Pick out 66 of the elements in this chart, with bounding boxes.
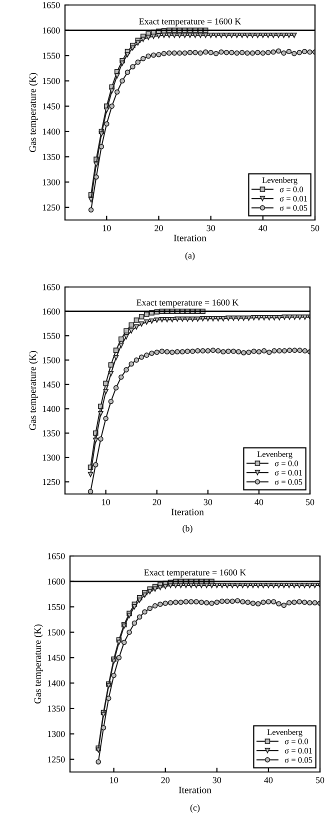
x-tick-label: 40 <box>254 499 264 506</box>
legend-title: Levenberg <box>267 729 302 737</box>
x-tick-label: 30 <box>206 225 216 232</box>
y-axis-title: Gas temperature (K) <box>29 72 38 152</box>
x-tick-label: 50 <box>306 499 314 506</box>
x-axis-title: Iteration <box>178 786 212 794</box>
x-tick-label: 10 <box>102 499 110 506</box>
legend-label: σ = 0.0 <box>284 738 308 744</box>
y-tick-label: 1500 <box>42 357 60 364</box>
y-tick-label: 1550 <box>48 604 65 610</box>
text: (b) <box>182 525 192 534</box>
legend-label: σ = 0.05 <box>284 757 312 763</box>
x-axis-title: Iteration <box>174 234 206 242</box>
x-tick-label: 40 <box>264 777 273 784</box>
y-tick-label: 1600 <box>42 308 60 315</box>
ref-line-label: Exact temperature = 1600 K <box>139 18 242 26</box>
y-tick-label: 1400 <box>42 406 60 412</box>
legend-label: σ = 0.0 <box>274 460 298 466</box>
y-tick-label: 1300 <box>42 454 60 461</box>
x-tick-label: 20 <box>152 499 162 506</box>
legend-label: σ = 0.01 <box>280 196 307 202</box>
y-tick-label: 1500 <box>48 629 65 636</box>
x-tick-label: 20 <box>154 225 163 232</box>
text: (c) <box>190 804 200 813</box>
y-tick-label: 1250 <box>48 756 65 763</box>
y-tick-label: 1450 <box>42 103 60 110</box>
y-tick-label: 1600 <box>48 578 65 585</box>
x-axis-title: Iteration <box>171 508 204 516</box>
y-tick-label: 1650 <box>48 553 65 560</box>
y-tick-label: 1250 <box>42 204 60 211</box>
x-tick-label: 40 <box>258 225 268 232</box>
legend-label: σ = 0.01 <box>274 470 302 476</box>
text: (a) <box>185 252 195 260</box>
legend-label: σ = 0.0 <box>280 186 304 192</box>
x-tick-label: 50 <box>316 777 324 784</box>
legend-label: σ = 0.05 <box>280 205 308 211</box>
legend-title: Levenberg <box>257 451 292 459</box>
x-tick-label: 20 <box>161 777 170 784</box>
y-tick-label: 1650 <box>42 2 60 8</box>
legend-label: σ = 0.01 <box>284 748 312 754</box>
y-tick-label: 1450 <box>42 382 60 388</box>
y-tick-label: 1500 <box>42 78 60 84</box>
legend-label: σ = 0.05 <box>274 479 302 485</box>
y-tick-label: 1350 <box>48 706 65 712</box>
x-tick-label: 10 <box>110 777 118 784</box>
ref-line-label: Exact temperature = 1600 K <box>144 569 246 578</box>
legend-title: Levenberg <box>262 177 298 185</box>
y-tick-label: 1400 <box>42 128 60 135</box>
ref-line-label: Exact temperature = 1600 K <box>136 300 239 308</box>
y-tick-label: 1600 <box>42 27 60 34</box>
x-tick-label: 30 <box>204 499 212 506</box>
y-tick-label: 1250 <box>42 478 60 486</box>
y-tick-label: 1300 <box>48 731 65 738</box>
y-tick-label: 1550 <box>42 332 60 339</box>
y-tick-label: 1550 <box>42 52 60 59</box>
y-tick-label: 1350 <box>42 430 60 436</box>
y-tick-label: 1650 <box>42 284 60 290</box>
y-tick-label: 1350 <box>42 154 60 160</box>
y-tick-label: 1450 <box>48 654 65 661</box>
y-tick-label: 1400 <box>48 680 65 686</box>
y-axis-title: Gas temperature (K) <box>29 350 38 430</box>
y-axis-title: Gas temperature (K) <box>34 624 43 704</box>
x-tick-label: 30 <box>212 777 222 784</box>
x-tick-label: 10 <box>102 225 111 232</box>
y-tick-label: 1300 <box>42 179 60 186</box>
x-tick-label: 50 <box>311 225 320 232</box>
